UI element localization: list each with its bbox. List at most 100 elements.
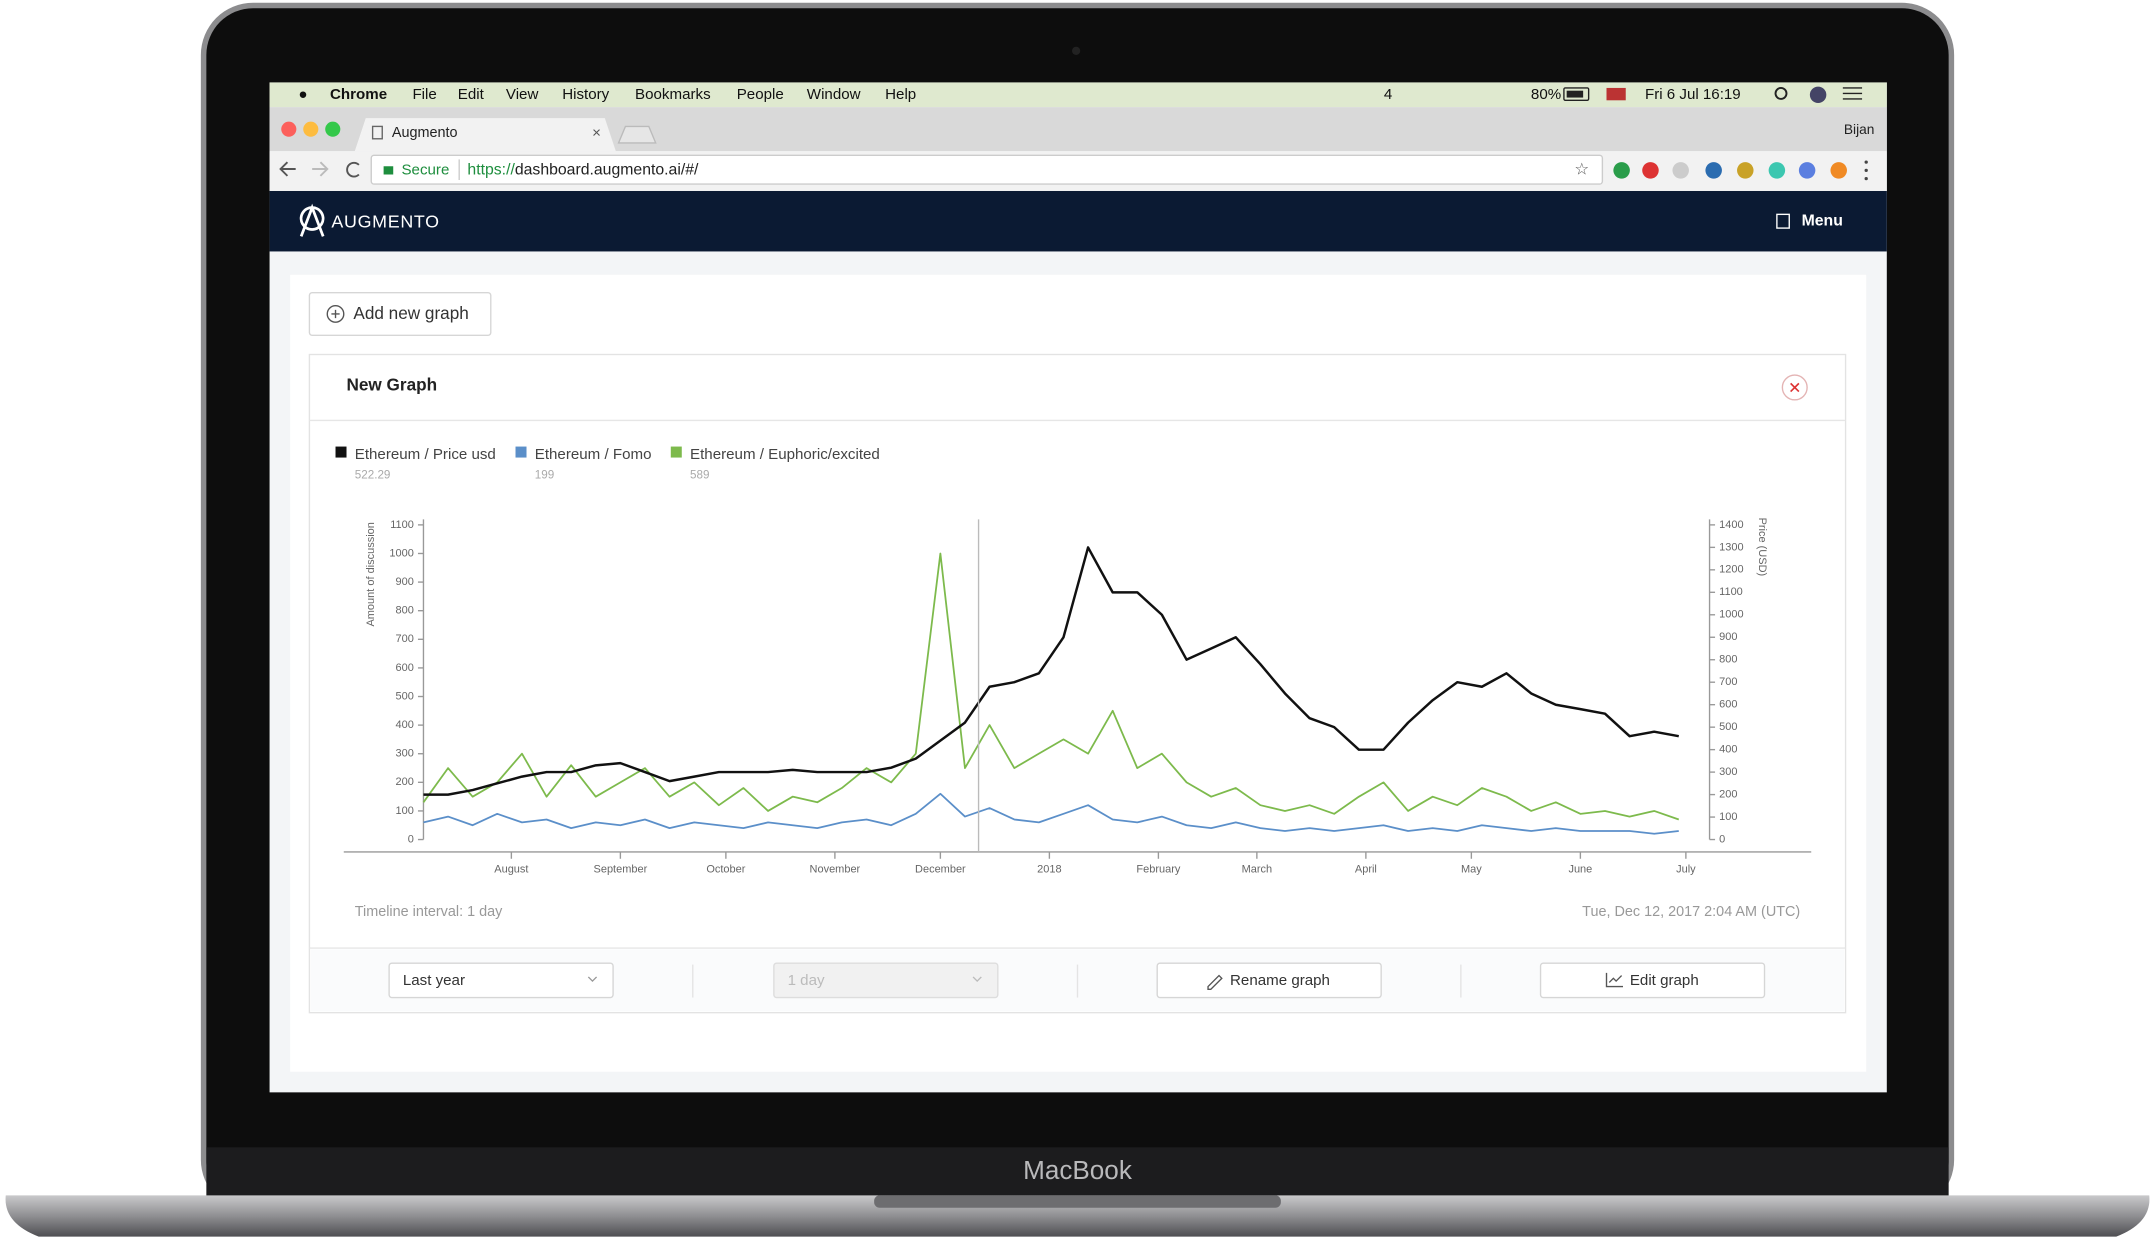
menubar-item[interactable]: Edit xyxy=(458,86,485,103)
forward-button[interactable] xyxy=(312,161,329,177)
range-value: Last year xyxy=(403,972,465,989)
edit-button[interactable] xyxy=(1539,962,1766,999)
range-select[interactable] xyxy=(388,962,614,999)
menubar-item[interactable]: History xyxy=(562,86,609,103)
tab-close[interactable]: × xyxy=(592,124,601,141)
edit-label: Edit graph xyxy=(1630,972,1699,989)
y2-tick-label: 1300 xyxy=(1719,541,1743,553)
apple-logo: ● xyxy=(298,86,307,103)
menubar-item[interactable]: Window xyxy=(807,86,861,103)
menubar-app[interactable]: Chrome xyxy=(330,86,387,103)
y2-tick-label: 1400 xyxy=(1719,519,1743,531)
chevron xyxy=(972,976,982,983)
extension-icon[interactable] xyxy=(1830,162,1847,179)
extension-icon[interactable] xyxy=(1672,162,1689,179)
x-tick-label: March xyxy=(1242,864,1273,876)
url: https://dashboard.augmento.ai/#/ xyxy=(467,162,699,179)
y-tick-label: 100 xyxy=(396,805,414,817)
y2-tick-label: 0 xyxy=(1719,833,1725,845)
maximize-window[interactable] xyxy=(325,121,341,137)
minimize-window[interactable] xyxy=(303,121,319,137)
extension-icon[interactable] xyxy=(1737,162,1754,179)
y2-tick-label: 1100 xyxy=(1719,586,1743,598)
camera xyxy=(1072,46,1081,55)
y2-tick-label: 100 xyxy=(1719,811,1737,823)
y2-tick-label: 800 xyxy=(1719,654,1737,666)
bezel-bottom xyxy=(206,1147,1949,1203)
add-graph-button[interactable] xyxy=(308,291,492,336)
notifications-icon[interactable] xyxy=(1842,87,1863,100)
close-window[interactable] xyxy=(281,121,297,137)
menu-button[interactable]: Menu xyxy=(1802,212,1843,229)
y2-axis-title: Price (USD) xyxy=(1756,518,1768,577)
siri-icon[interactable] xyxy=(1809,86,1827,104)
menubar-item[interactable]: File xyxy=(412,86,436,103)
x-tick-label: July xyxy=(1676,864,1696,876)
series-line xyxy=(422,552,1680,821)
add-icon-plus xyxy=(331,309,340,319)
legend-label: Ethereum / Price usd xyxy=(355,446,496,463)
profile-name[interactable]: Bijan xyxy=(1844,122,1875,137)
omnibox[interactable] xyxy=(370,154,1604,185)
back-button[interactable] xyxy=(279,161,296,177)
x-tick-label: November xyxy=(810,864,861,876)
y2-tick-label: 200 xyxy=(1719,788,1737,800)
legend-value: 199 xyxy=(535,468,554,481)
legend-swatch xyxy=(670,446,682,458)
battery-level xyxy=(1566,90,1584,98)
y2-tick-label: 700 xyxy=(1719,676,1737,688)
x-tick-label: August xyxy=(494,864,528,876)
search-icon[interactable] xyxy=(1774,86,1788,100)
reload-button[interactable] xyxy=(346,161,360,178)
series-line xyxy=(423,792,1679,835)
menubar-item[interactable]: View xyxy=(506,86,539,103)
status-item: 4 xyxy=(1384,86,1392,103)
x-tick-label: October xyxy=(706,864,745,876)
extension-icon[interactable] xyxy=(1613,162,1630,179)
brand-name[interactable]: AUGMENTO xyxy=(331,211,439,231)
bookmark-star[interactable]: ☆ xyxy=(1574,161,1589,179)
x-tick-label: February xyxy=(1136,864,1180,876)
battery-text: 80% xyxy=(1531,86,1561,103)
legend-swatch xyxy=(335,446,347,458)
flag-icon xyxy=(1606,87,1626,101)
extension-icon[interactable] xyxy=(1705,162,1722,179)
device-label: MacBook xyxy=(1023,1155,1133,1185)
x-tick-label: December xyxy=(915,864,966,876)
menu-icon xyxy=(1776,213,1790,229)
y2-tick-label: 900 xyxy=(1719,631,1737,643)
chart: Ethereum / Price usd 522.29 Ethereum / Fom… xyxy=(335,446,1812,876)
extensions xyxy=(1613,162,1847,179)
extension-icon[interactable] xyxy=(1768,162,1786,179)
extension-icon[interactable] xyxy=(1642,162,1659,179)
legend-value: 589 xyxy=(690,468,709,481)
y-tick-label: 600 xyxy=(396,662,414,674)
y2-tick-label: 400 xyxy=(1719,744,1737,756)
add-icon xyxy=(326,305,345,323)
y2-tick-label: 1200 xyxy=(1719,564,1743,576)
extension-icon[interactable] xyxy=(1798,162,1816,179)
x-tick-label: 2018 xyxy=(1037,864,1061,876)
new-tab[interactable] xyxy=(617,125,657,144)
legend-swatch xyxy=(515,446,527,458)
hover-timestamp: Tue, Dec 12, 2017 2:04 AM (UTC) xyxy=(1582,904,1800,920)
interval-label: Timeline interval: 1 day xyxy=(355,904,503,920)
tab[interactable] xyxy=(354,118,616,152)
y-tick-label: 700 xyxy=(396,633,414,645)
battery-icon xyxy=(1563,87,1590,101)
chevron xyxy=(587,976,598,983)
y-axis-title: Amount of discussion xyxy=(365,522,377,626)
menubar-item[interactable]: Help xyxy=(885,86,916,103)
laptop-base xyxy=(5,1195,2150,1237)
menubar-item[interactable]: People xyxy=(737,86,784,103)
remove-icon xyxy=(1790,382,1800,393)
legend-value: 522.29 xyxy=(355,468,391,481)
tab-title: Augmento xyxy=(392,125,458,141)
y-tick-label: 0 xyxy=(408,833,414,845)
tab-icon xyxy=(371,125,383,140)
rename-button[interactable] xyxy=(1156,962,1382,999)
menubar-item[interactable]: Bookmarks xyxy=(635,86,711,103)
clock: Fri 6 Jul 16:19 xyxy=(1645,86,1741,103)
